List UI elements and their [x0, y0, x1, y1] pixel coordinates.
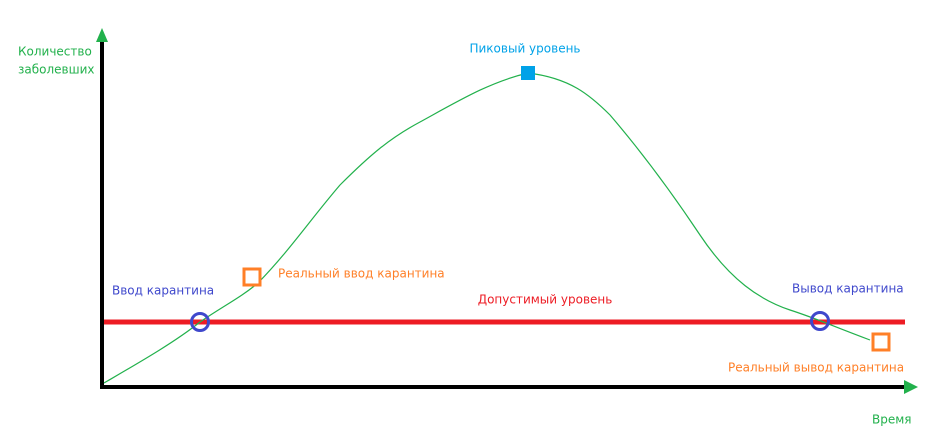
quarantine-start-marker: [190, 312, 210, 332]
y-axis-label: Количество: [18, 45, 92, 59]
quarantine-end-marker: [810, 311, 830, 331]
incidence-curve: [103, 72, 871, 384]
real-end-marker: [871, 332, 891, 352]
x-arrow: [904, 380, 918, 394]
x-axis-label: Время: [872, 413, 912, 427]
real-start-marker: [242, 267, 262, 287]
y-arrow: [96, 28, 108, 42]
real-quarantine-start-label: Реальный ввод карантина: [278, 267, 445, 281]
y-axis-label: заболевших: [18, 63, 94, 77]
acceptable-level-label: Допустимый уровень: [478, 293, 613, 307]
quarantine-end-label: Вывод карантина: [792, 282, 904, 296]
real-quarantine-end-label: Реальный вывод карантина: [728, 361, 904, 375]
peak-label: Пиковый уровень: [469, 42, 580, 56]
quarantine-start-label: Ввод карантина: [112, 284, 214, 298]
peak-marker: [521, 66, 535, 80]
